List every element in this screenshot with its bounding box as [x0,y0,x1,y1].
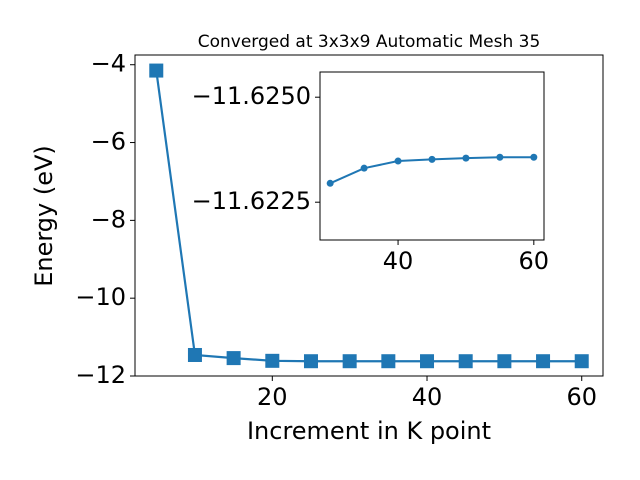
x-tick-label: 60 [519,247,550,275]
chart-title: Converged at 3x3x9 Automatic Mesh 35 [198,32,541,52]
marker [381,354,396,369]
axes-frame [134,54,604,377]
x-tick-label: 40 [412,383,443,411]
marker [530,153,538,161]
x-tick-label: 40 [383,247,414,275]
x-axis-label: Increment in K point [247,417,491,445]
y-tick-label: −6 [91,128,126,156]
marker [497,354,512,369]
y-tick-label: −11.6250 [192,82,311,110]
marker [428,155,436,163]
marker [265,353,280,368]
axes-frame [319,71,545,241]
y-tick-label: −10 [75,283,126,311]
marker [394,157,402,165]
y-tick-label: −4 [91,50,126,78]
marker [187,347,202,362]
marker [149,63,164,78]
marker [462,154,470,162]
x-tick-label: 60 [566,383,597,411]
marker [458,354,473,369]
y-axis-label: Energy (eV) [30,145,58,287]
y-tick-label: −8 [91,205,126,233]
marker [326,179,334,187]
marker [360,164,368,172]
marker [536,354,551,369]
marker [342,354,357,369]
y-tick-label: −11.6225 [192,187,311,215]
marker [226,351,241,366]
marker [303,354,318,369]
marker [420,354,435,369]
x-tick-label: 20 [257,383,288,411]
marker [574,354,589,369]
marker [496,153,504,161]
y-tick-label: −12 [75,361,126,389]
